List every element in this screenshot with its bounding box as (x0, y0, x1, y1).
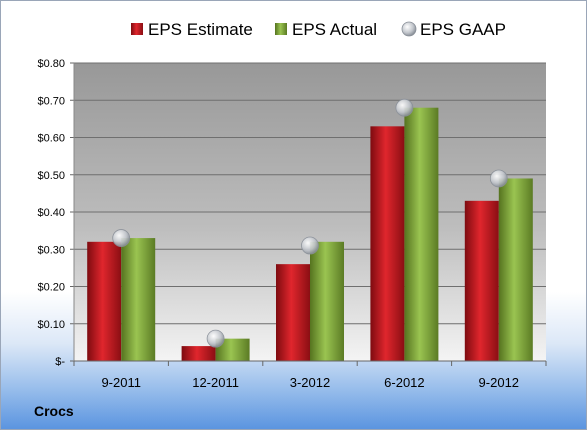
y-tick-label: $0.70 (37, 95, 65, 107)
y-axis: $- $0.10 $0.20 $0.30 $0.40 $0.50 $0.60 $0.70 $0.… (37, 58, 75, 368)
bar-eps-estimate (87, 241, 122, 361)
x-tick-label: 12-2011 (192, 375, 239, 390)
y-tick-label: $0.10 (37, 319, 65, 331)
y-tick-label: $0.40 (37, 207, 65, 219)
company-name: Crocs (34, 403, 74, 419)
x-axis: 9-2011 12-2011 3-2012 6-2012 9-2012 (73, 360, 547, 390)
y-tick-label: $0.20 (37, 282, 65, 294)
bar-eps-estimate (276, 264, 310, 361)
x-tick-label: 3-2012 (290, 375, 330, 390)
bar-eps-actual (498, 178, 533, 361)
marker-eps-gaap (112, 229, 131, 247)
legend-label: EPS Estimate (148, 20, 253, 39)
legend-swatch (401, 21, 417, 37)
bars (87, 107, 533, 361)
y-tick-label: $0.30 (37, 244, 65, 256)
marker-eps-gaap (206, 329, 225, 348)
y-tick-label: $0.50 (37, 170, 65, 182)
bar-eps-actual (215, 338, 250, 361)
legend-label: EPS Actual (292, 20, 377, 39)
marker-eps-gaap (301, 236, 319, 255)
bar-eps-estimate (464, 200, 499, 361)
bar-eps-actual (404, 107, 439, 361)
legend-label: EPS GAAP (420, 20, 506, 39)
bar-eps-actual (310, 241, 344, 361)
y-tick-label: $0.60 (37, 133, 65, 145)
bar-eps-estimate (181, 346, 216, 361)
y-tick-label: $- (55, 356, 65, 368)
x-tick-label: 9-2011 (101, 375, 141, 390)
marker-eps-gaap (395, 98, 414, 117)
gaap-markers (112, 98, 508, 348)
bar-eps-estimate (370, 126, 405, 361)
marker-eps-gaap (489, 169, 508, 188)
legend: EPS Estimate EPS Actual EPS GAAP (131, 20, 506, 39)
bar-eps-actual (121, 238, 156, 361)
y-tick-label: $0.80 (37, 58, 65, 70)
x-tick-label: 6-2012 (384, 375, 424, 390)
legend-swatch (275, 23, 287, 35)
legend-swatch (131, 23, 143, 35)
x-tick-label: 9-2012 (479, 375, 519, 390)
